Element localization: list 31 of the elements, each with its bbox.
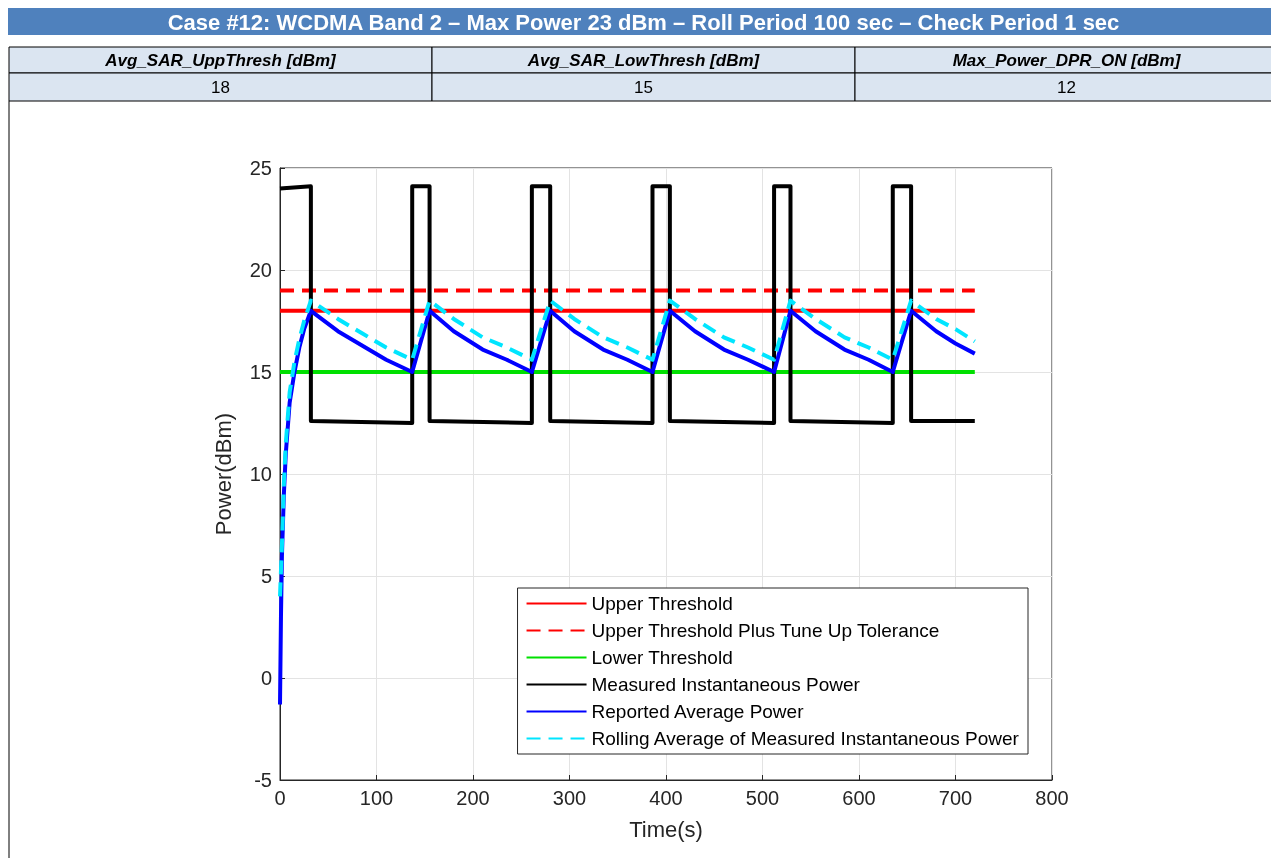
x-tick-label: 600 bbox=[842, 787, 876, 809]
x-tick-label: 0 bbox=[274, 787, 286, 809]
legend-label: Upper Threshold bbox=[591, 593, 733, 614]
x-tick-label: 500 bbox=[745, 787, 780, 809]
y-tick-label: 25 bbox=[249, 157, 272, 179]
text: 12 bbox=[1057, 77, 1076, 97]
y-tick-label: -5 bbox=[254, 769, 272, 791]
text: 18 bbox=[211, 77, 230, 97]
x-tick-label: 100 bbox=[359, 787, 394, 809]
x-tick-label: 300 bbox=[552, 787, 587, 809]
legend-label: Measured Instantaneous Power bbox=[591, 674, 861, 695]
y-tick-label: 10 bbox=[249, 463, 272, 485]
text: 15 bbox=[634, 77, 653, 97]
x-tick-label: 800 bbox=[1035, 787, 1069, 809]
y-tick-label: 20 bbox=[249, 259, 272, 281]
legend-label: Reported Average Power bbox=[591, 701, 805, 722]
y-axis-title: Power(dBm) bbox=[210, 412, 236, 536]
x-tick-label: 200 bbox=[456, 787, 490, 809]
legend-label: Upper Threshold Plus Tune Up Tolerance bbox=[591, 620, 940, 641]
x-tick-label: 400 bbox=[649, 787, 683, 809]
x-axis-title: Time(s) bbox=[629, 816, 703, 842]
legend-label: Lower Threshold bbox=[591, 647, 733, 668]
text: Max_Power_DPR_ON [dBm] bbox=[952, 50, 1182, 70]
x-tick-label: 700 bbox=[938, 787, 973, 809]
legend-label: Rolling Average of Measured Instantaneous Power bbox=[591, 728, 1020, 749]
text: Avg_SAR_LowThresh [dBm] bbox=[526, 50, 761, 70]
chart-title: Case #12: WCDMA Band 2 – Max Power 23 dBm – Roll Period 100 sec – Check Period 1 sec bbox=[167, 9, 1120, 35]
y-tick-label: 15 bbox=[249, 361, 272, 383]
y-tick-label: 5 bbox=[260, 565, 272, 587]
text: Avg_SAR_UppThresh [dBm] bbox=[104, 50, 338, 70]
y-tick-label: 0 bbox=[260, 667, 272, 689]
